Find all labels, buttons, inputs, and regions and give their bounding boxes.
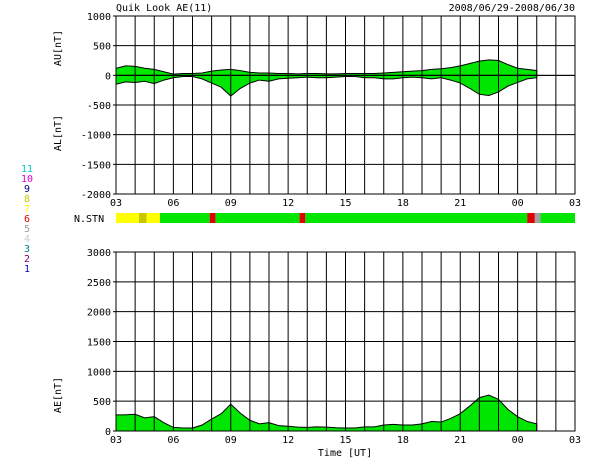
au-series-area [115, 59, 538, 76]
nstn-segment [146, 213, 160, 223]
legend-entry-3: 3 [24, 244, 30, 255]
ae-ytick-label: 1500 [87, 338, 111, 349]
legend-entry-7: 7 [24, 204, 30, 215]
date-range: 2008/06/29-2008/06/30 [449, 3, 575, 14]
au-al-xtick-label: 12 [282, 198, 294, 209]
au-al-ytick-label: 1000 [87, 12, 111, 23]
au-al-xtick-label: 03 [569, 198, 581, 209]
nstn-segment [305, 213, 528, 223]
nstn-segment [209, 213, 216, 223]
au-al-xtick-label: 18 [397, 198, 409, 209]
nstn-segment [540, 213, 575, 223]
ae-ytick-label: 1000 [87, 367, 111, 378]
au-al-ytick-label: -500 [87, 101, 111, 112]
ae-xtick-label: 18 [397, 435, 409, 446]
au-al-ytick-label: -2000 [81, 190, 111, 201]
ae-xtick-label: 03 [569, 435, 581, 446]
au-al-ytick-label: 0 [105, 71, 111, 82]
nstn-segment [215, 213, 300, 223]
nstn-segment [534, 213, 541, 223]
legend-entry-9: 9 [24, 184, 30, 195]
au-al-xtick-label: 03 [110, 198, 122, 209]
chart-title: Quik Look AE(11) [116, 3, 212, 14]
legend-entry-1: 1 [24, 264, 30, 275]
nstn-segment [299, 213, 306, 223]
legend-entry-2: 2 [24, 254, 30, 265]
au-al-xtick-label: 21 [454, 198, 466, 209]
ae-xtick-label: 12 [282, 435, 294, 446]
legend-entry-10: 10 [21, 174, 33, 185]
al-series-area [115, 74, 538, 97]
legend-entry-11: 11 [21, 164, 33, 175]
ae-ytick-label: 2000 [87, 308, 111, 319]
au-al-xtick-label: 06 [167, 198, 179, 209]
legend-entry-5: 5 [24, 224, 30, 235]
nstn-segment [159, 213, 210, 223]
legend-entry-6: 6 [24, 214, 30, 225]
ae-frame [115, 251, 576, 432]
au-al-ytick-label: -1000 [81, 131, 111, 142]
ae-ytick-label: 0 [105, 427, 111, 438]
legend-entry-8: 8 [24, 194, 30, 205]
station-count-bar [116, 213, 575, 223]
ae-ytick-label: 500 [93, 397, 111, 408]
au-al-ytick-label: -1500 [81, 160, 111, 171]
ae-xtick-label: 06 [167, 435, 179, 446]
au-al-ytick-label: 500 [93, 42, 111, 53]
ae-series-area [115, 394, 538, 432]
nstn-segment [527, 213, 535, 223]
au-al-xtick-label: 15 [339, 198, 351, 209]
au-axis-label: AU[nT] [53, 30, 64, 66]
ae-xtick-label: 15 [339, 435, 351, 446]
nstn-label: N.STN [74, 214, 104, 225]
ae-xtick-label: 03 [110, 435, 122, 446]
ae-xtick-label: 21 [454, 435, 466, 446]
nstn-segment [116, 213, 139, 223]
ae-ytick-label: 2500 [87, 278, 111, 289]
au-al-xtick-label: 00 [512, 198, 524, 209]
al-axis-label: AL[nT] [53, 115, 64, 151]
ae-xtick-label: 09 [225, 435, 237, 446]
ae-xtick-label: 00 [512, 435, 524, 446]
ae-ytick-label: 3000 [87, 248, 111, 259]
au-al-xtick-label: 09 [225, 198, 237, 209]
au-al-frame [115, 15, 576, 195]
nstn-segment [138, 213, 147, 223]
ae-axis-label: AE[nT] [53, 377, 64, 413]
legend-entry-4: 4 [24, 234, 30, 245]
x-axis-label: Time [UT] [318, 448, 372, 459]
